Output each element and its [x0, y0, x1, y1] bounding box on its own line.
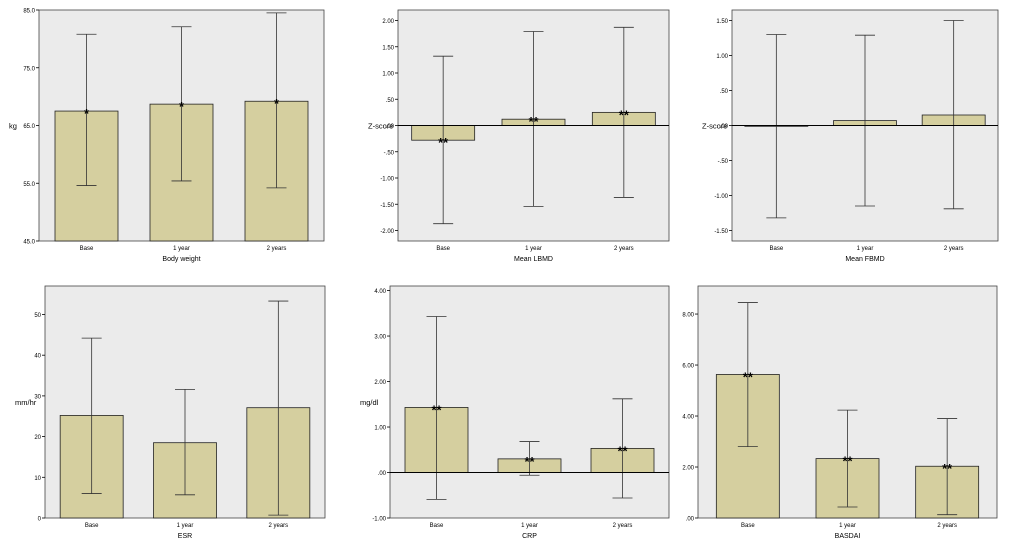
- x-axis-label: Body weight: [162, 256, 200, 263]
- x-tick-label: 2 years: [944, 246, 964, 252]
- y-tick-label: -1.50: [380, 203, 394, 209]
- y-tick-label: .00: [720, 124, 729, 130]
- chart-panel-3: -1.50 -1.00 -.50 .00 .50 1.00 1.50 Base 1 year 2 …: [702, 9, 999, 263]
- x-tick-label: 1 year: [839, 523, 856, 529]
- x-tick-label: 2 years: [937, 523, 957, 529]
- y-tick-label: 0: [38, 517, 42, 523]
- significance-marker: **: [524, 454, 535, 469]
- y-tick-label: 20: [34, 435, 41, 441]
- y-tick-label: -.50: [718, 159, 729, 165]
- x-axis-label: CRP: [522, 533, 537, 540]
- x-axis-label: BASDAI: [835, 533, 861, 540]
- y-tick-label: .50: [720, 89, 729, 95]
- y-axis-label: kg: [9, 122, 17, 131]
- significance-marker: **: [617, 443, 628, 458]
- y-axis-label: Z-score: [368, 122, 393, 131]
- x-tick-label: Base: [436, 246, 450, 252]
- y-tick-label: -1.50: [714, 229, 728, 235]
- significance-marker: **: [438, 135, 449, 150]
- x-tick-label: 1 year: [173, 246, 190, 252]
- x-tick-label: 1 year: [525, 246, 542, 252]
- x-tick-label: 1 year: [177, 523, 194, 529]
- chart-panel-1: 45.0 55.0 65.0 75.0 85.0 * Base * 1 year * 2 years…: [9, 9, 325, 263]
- significance-marker: *: [179, 99, 185, 114]
- x-tick-label: 2 years: [268, 523, 288, 529]
- y-tick-label: 3.00: [374, 335, 386, 341]
- y-tick-label: 40: [34, 354, 41, 360]
- y-tick-label: -1.00: [380, 177, 394, 183]
- chart-panel-6: .00 2.00 4.00 6.00 8.00 ** Base ** 1 year ** 2 yea…: [682, 285, 998, 540]
- y-tick-label: .00: [378, 471, 387, 477]
- significance-marker: **: [528, 114, 539, 129]
- y-tick-label: 6.00: [682, 364, 694, 370]
- chart-panel-5: -1.00 .00 1.00 2.00 3.00 4.00 ** Base ** 1 year **…: [360, 285, 670, 540]
- significance-marker: **: [743, 369, 754, 384]
- x-tick-label: Base: [85, 523, 99, 529]
- y-tick-label: 1.00: [716, 54, 728, 60]
- significance-marker: **: [942, 461, 953, 476]
- x-tick-label: Base: [769, 246, 783, 252]
- y-tick-label: 45.0: [23, 240, 35, 246]
- y-axis-label: Z-score: [702, 122, 727, 131]
- significance-marker: *: [274, 96, 280, 111]
- x-axis-label: Mean LBMD: [514, 256, 553, 263]
- chart-panel-2: -2.00 -1.50 -1.00 -.50 .00 .50 1.00 1.50 2.00 ** B…: [368, 9, 670, 263]
- significance-marker: *: [84, 106, 90, 121]
- y-tick-label: 85.0: [23, 9, 35, 15]
- chart-panel-4: 0 10 20 30 40 50 Base 1 year 2 years mm/hr ESR: [15, 285, 326, 540]
- y-tick-label: 30: [34, 394, 41, 400]
- y-tick-label: 65.0: [23, 124, 35, 130]
- y-tick-label: 50: [34, 313, 41, 319]
- x-axis-label: ESR: [178, 533, 192, 540]
- y-tick-label: -1.00: [372, 517, 386, 523]
- significance-marker: **: [619, 107, 630, 122]
- y-tick-label: 1.00: [382, 72, 394, 78]
- y-tick-label: -1.00: [714, 194, 728, 200]
- y-tick-label: 4.00: [682, 415, 694, 421]
- x-tick-label: 1 year: [857, 246, 874, 252]
- x-tick-label: 1 year: [521, 523, 538, 529]
- x-tick-label: Base: [80, 246, 94, 252]
- y-tick-label: 4.00: [374, 289, 386, 295]
- y-tick-label: -.50: [384, 150, 395, 156]
- x-tick-label: 2 years: [614, 246, 634, 252]
- x-tick-label: Base: [741, 523, 755, 529]
- y-tick-label: -2.00: [380, 229, 394, 235]
- y-axis-label: mm/hr: [15, 398, 37, 407]
- x-axis-label: Mean FBMD: [845, 256, 884, 263]
- y-tick-label: 2.00: [382, 19, 394, 25]
- significance-marker: **: [842, 454, 853, 469]
- y-tick-label: .00: [386, 124, 395, 130]
- y-tick-label: 2.00: [374, 380, 386, 386]
- y-tick-label: .00: [686, 517, 695, 523]
- y-tick-label: 1.00: [374, 426, 386, 432]
- y-axis-label: mg/dl: [360, 398, 379, 407]
- y-tick-label: 10: [34, 476, 41, 482]
- y-tick-label: 1.50: [382, 45, 394, 51]
- x-tick-label: 2 years: [613, 523, 633, 529]
- x-tick-label: 2 years: [267, 246, 287, 252]
- significance-marker: **: [431, 402, 442, 417]
- y-tick-label: 2.00: [682, 466, 694, 472]
- x-tick-label: Base: [430, 523, 444, 529]
- y-tick-label: 55.0: [23, 182, 35, 188]
- y-tick-label: 1.50: [716, 19, 728, 25]
- y-tick-label: 75.0: [23, 66, 35, 72]
- y-tick-label: .50: [386, 98, 395, 104]
- y-tick-label: 8.00: [682, 313, 694, 319]
